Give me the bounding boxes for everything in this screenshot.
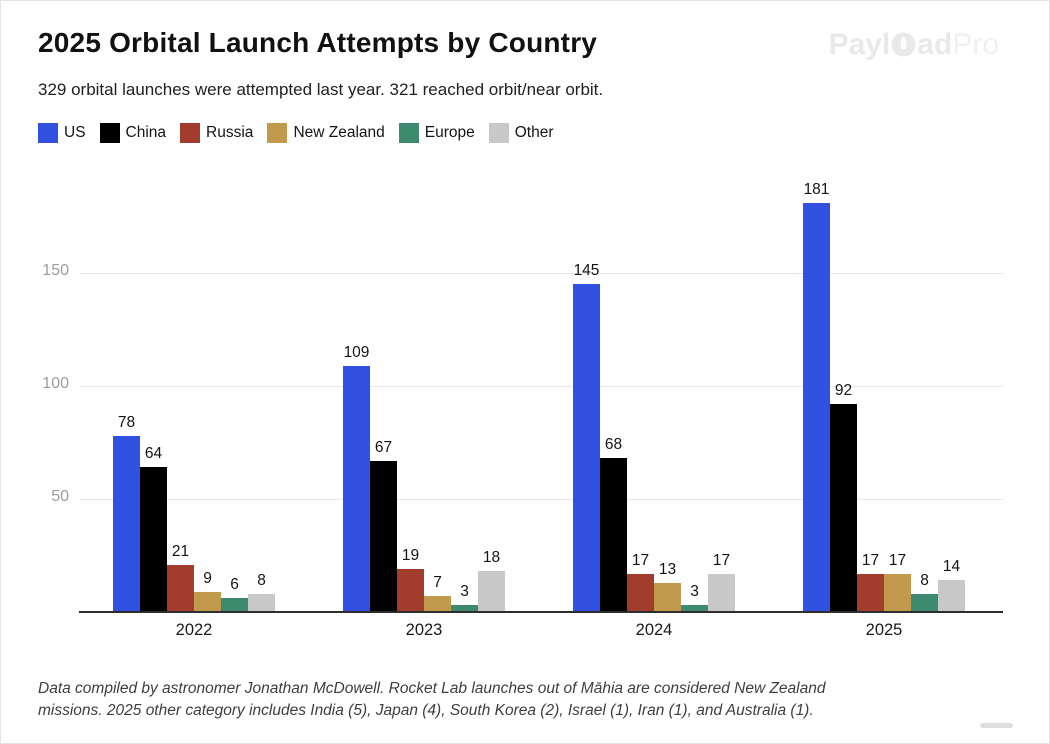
legend-item-us: US	[38, 123, 86, 143]
watermark-bold-right: ad	[917, 28, 953, 61]
bar-new-zealand-2024	[654, 582, 681, 612]
bar-other-2024	[708, 573, 735, 612]
value-label-other-2024: 17	[712, 551, 731, 569]
bar-russia-2022	[167, 564, 194, 612]
footnote-line-2: missions. 2025 other category includes I…	[38, 701, 814, 719]
legend-label-new-zealand: New Zealand	[293, 124, 385, 141]
value-label-china-2022: 64	[144, 445, 163, 463]
value-label-china-2025: 92	[834, 382, 853, 400]
legend-label-other: Other	[514, 124, 554, 141]
footnote-line-1: Data compiled by astronomer Jonathan McD…	[38, 680, 826, 697]
x-axis-label-2025: 2025	[865, 621, 903, 639]
legend-label-europe: Europe	[424, 124, 475, 141]
value-label-europe-2023: 3	[460, 583, 469, 601]
legend-swatch-us	[38, 123, 58, 143]
bar-new-zealand-2025	[884, 573, 911, 612]
bar-china-2023	[370, 460, 397, 612]
bar-europe-2025	[911, 593, 938, 612]
value-label-europe-2025: 8	[920, 571, 929, 589]
value-label-china-2023: 67	[374, 438, 393, 456]
bar-europe-2024	[681, 605, 708, 612]
bar-us-2023	[343, 365, 370, 612]
legend-label-us: US	[64, 124, 86, 141]
bar-new-zealand-2022	[194, 591, 221, 612]
legend-label-russia: Russia	[206, 124, 254, 141]
value-label-russia-2024: 17	[631, 551, 650, 569]
legend-item-other: Other	[488, 123, 554, 143]
bar-other-2023	[478, 571, 505, 612]
bar-us-2022	[113, 435, 140, 612]
bar-china-2024	[600, 458, 627, 612]
y-axis-tick-50: 50	[51, 488, 69, 505]
watermark-light: Pro	[952, 28, 999, 61]
gridline-50	[79, 499, 1003, 500]
bar-new-zealand-2023	[424, 596, 451, 612]
gridline-150	[79, 273, 1003, 274]
legend-swatch-new-zealand	[267, 123, 288, 143]
y-axis-tick-150: 150	[42, 262, 69, 279]
x-axis-label-2024: 2024	[635, 621, 673, 639]
bar-russia-2024	[627, 573, 654, 612]
value-label-us-2024: 145	[573, 262, 600, 280]
legend-item-russia: Russia	[180, 123, 253, 143]
bar-europe-2023	[451, 605, 478, 612]
bar-russia-2025	[857, 573, 884, 612]
legend-item-china: China	[99, 123, 167, 143]
footnote: Data compiled by astronomer Jonathan McD…	[38, 678, 825, 721]
bar-europe-2022	[221, 598, 248, 612]
value-label-us-2023: 109	[343, 343, 370, 361]
payloadpro-logo: Payl adPro	[829, 28, 999, 65]
bar-other-2022	[248, 593, 275, 612]
legend-swatch-china	[99, 123, 120, 143]
watermark-bold-left: Payl	[828, 28, 891, 61]
legend-swatch-europe	[398, 123, 419, 143]
rocket-o-icon	[891, 31, 916, 65]
legend-item-new-zealand: New Zealand	[267, 123, 385, 143]
y-axis-tick-100: 100	[42, 375, 69, 392]
x-axis-line	[79, 611, 1003, 613]
bar-china-2022	[140, 467, 167, 612]
bar-other-2025	[938, 580, 965, 612]
value-label-other-2025: 14	[942, 558, 961, 576]
value-label-new-zealand-2025: 17	[888, 551, 907, 569]
scrollbar-thumb[interactable]	[980, 723, 1013, 728]
value-label-china-2024: 68	[604, 436, 623, 454]
bar-us-2025	[803, 202, 830, 612]
value-label-us-2025: 181	[803, 180, 830, 198]
value-label-europe-2022: 6	[230, 576, 239, 594]
legend-label-china: China	[125, 124, 167, 141]
value-label-new-zealand-2022: 9	[203, 569, 212, 587]
value-label-europe-2024: 3	[690, 583, 699, 601]
value-label-russia-2022: 21	[171, 542, 190, 560]
value-label-russia-2023: 19	[401, 547, 420, 565]
bar-us-2024	[573, 284, 600, 612]
value-label-new-zealand-2024: 13	[658, 560, 677, 578]
value-label-other-2022: 8	[257, 571, 266, 589]
legend-item-europe: Europe	[398, 123, 475, 143]
x-axis-label-2023: 2023	[405, 621, 443, 639]
value-label-other-2023: 18	[482, 549, 501, 567]
bar-russia-2023	[397, 569, 424, 612]
value-label-us-2022: 78	[117, 413, 136, 431]
bar-china-2025	[830, 404, 857, 612]
gridline-100	[79, 386, 1003, 387]
legend: US China Russia New Zealand Europe Other	[38, 123, 568, 143]
legend-swatch-russia	[180, 123, 201, 143]
chart-subtitle: 329 orbital launches were attempted last…	[38, 80, 604, 99]
chart-title: 2025 Orbital Launch Attempts by Country	[38, 27, 598, 58]
legend-swatch-other	[488, 123, 509, 143]
x-axis-label-2022: 2022	[175, 621, 213, 639]
value-label-new-zealand-2023: 7	[433, 574, 442, 592]
value-label-russia-2025: 17	[861, 551, 880, 569]
